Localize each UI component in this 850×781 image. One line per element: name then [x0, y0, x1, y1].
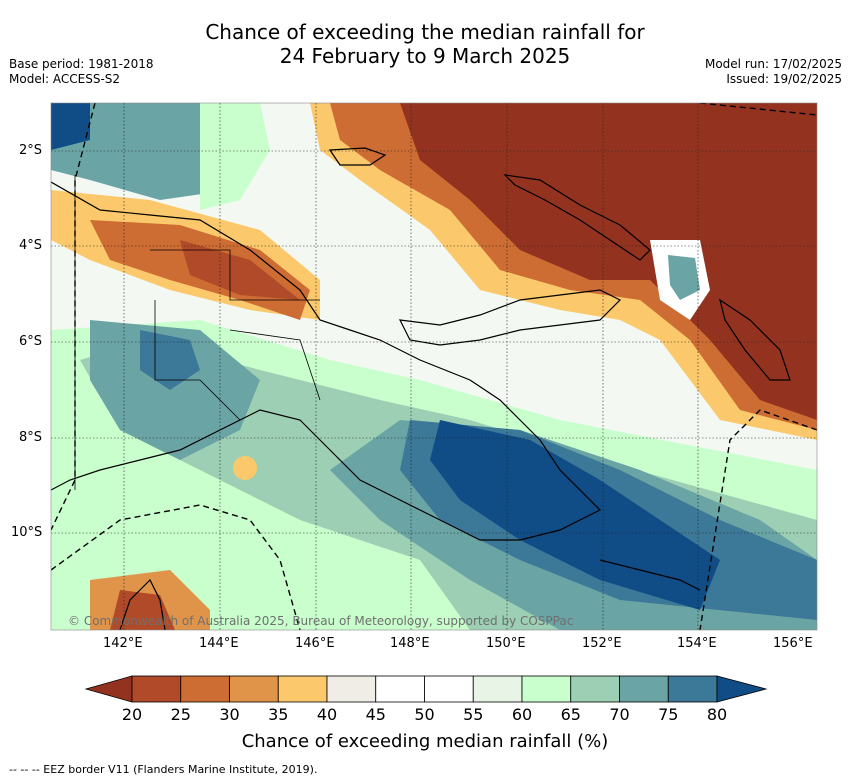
model-run-date: Model run: 17/02/2025 — [704, 57, 842, 71]
field-green-nw — [200, 103, 270, 210]
colorbar-tick-label: 20 — [121, 705, 143, 724]
lon-label: 148°E — [390, 636, 430, 651]
colorbar-tick-label: 75 — [658, 705, 679, 724]
lon-label: 142°E — [103, 636, 143, 651]
field-navy-nw — [51, 103, 90, 150]
colorbar-tick-label: 60 — [511, 705, 533, 724]
lon-label: 146°E — [295, 636, 335, 651]
lon-label: 150°E — [486, 636, 526, 651]
colorbar-swatch — [375, 675, 425, 703]
colorbar-tick-label: 70 — [609, 705, 630, 724]
base-period: Base period: 1981-2018 — [9, 57, 154, 71]
colorbar-extension-high — [716, 675, 768, 703]
colorbar-tick-label: 25 — [170, 705, 191, 724]
louisiade-islands — [599, 559, 701, 591]
colorbar-label: Chance of exceeding median rainfall (%) — [241, 731, 609, 752]
field-navy-solomon — [430, 420, 720, 610]
lat-label: 4°S — [19, 238, 43, 253]
colorbar-swatch — [619, 675, 669, 703]
field-brown-west — [180, 240, 300, 300]
colorbar — [84, 675, 768, 703]
lon-label: 154°E — [677, 636, 717, 651]
field-brown-sw — [110, 590, 175, 630]
field-orange-spot — [233, 456, 257, 480]
meta-right: Model run: 17/02/2025 Issued: 19/02/2025 — [705, 57, 842, 87]
colorbar-tick-label: 65 — [560, 705, 581, 724]
meta-left: Base period: 1981-2018 Model: ACCESS-S2 — [9, 57, 154, 87]
eez-legend-footer: -- -- -- EEZ border V11 (Flanders Marine… — [9, 763, 318, 776]
colorbar-swatch — [424, 675, 474, 703]
colorbar-extension-low — [84, 675, 133, 703]
field-teal-east — [668, 255, 700, 300]
graticule — [51, 103, 817, 630]
colorbar-swatch — [229, 675, 279, 703]
lat-label: 10°S — [11, 525, 43, 540]
lat-label: 2°S — [19, 143, 43, 158]
bougainville-coast — [719, 298, 791, 381]
manus-coast — [328, 147, 387, 166]
colorbar-tick-label: 45 — [365, 705, 386, 724]
field-teal-nw — [51, 103, 230, 200]
lon-label: 144°E — [199, 636, 239, 651]
new-britain-coast — [398, 289, 622, 346]
map-title-line2: 24 February to 9 March 2025 — [279, 44, 571, 68]
model-name: Model: ACCESS-S2 — [9, 72, 121, 86]
lat-label: 8°S — [19, 430, 43, 445]
colorbar-tick-label: 80 — [706, 705, 728, 724]
field-blue-west — [90, 320, 260, 460]
cape-york-coast — [119, 578, 166, 630]
map-title-line1: Chance of exceeding the median rainfall … — [205, 20, 645, 44]
colorbar-swatch — [521, 675, 572, 703]
colorbar-tick-label: 50 — [414, 705, 435, 724]
field-brown-north — [400, 103, 817, 420]
colorbar-swatch — [472, 675, 523, 703]
new-ireland-coast — [503, 174, 651, 261]
lat-label: 6°S — [19, 334, 43, 349]
colorbar-tick-label: 40 — [316, 705, 338, 724]
lon-label: 156°E — [773, 636, 813, 651]
copyright-notice: © Commonwealth of Australia 2025, Bureau… — [68, 614, 574, 628]
eez-borders — [51, 103, 817, 630]
issued-date: Issued: 19/02/2025 — [726, 72, 842, 86]
map-field — [51, 103, 817, 630]
colorbar-swatch — [277, 675, 328, 703]
lon-label: 152°E — [582, 636, 622, 651]
colorbar-swatch — [326, 675, 377, 703]
colorbar-swatch — [131, 675, 182, 703]
colorbar-tick-label: 30 — [219, 705, 240, 724]
colorbar-swatch — [180, 675, 230, 703]
colorbar-swatch — [667, 675, 718, 703]
map-frame — [50, 102, 818, 631]
colorbar-tick-label: 35 — [268, 705, 289, 724]
colorbar-swatch — [570, 675, 620, 703]
colorbar-tick-label: 55 — [463, 705, 484, 724]
